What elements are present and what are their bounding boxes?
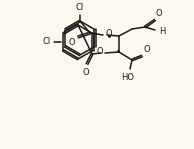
Text: O: O: [105, 30, 112, 38]
Text: O: O: [96, 48, 103, 56]
Text: Cl: Cl: [43, 38, 51, 46]
Text: O: O: [68, 38, 75, 47]
Text: O: O: [83, 68, 89, 77]
Text: HO: HO: [121, 73, 134, 82]
Text: O: O: [156, 9, 163, 18]
Text: O: O: [143, 45, 150, 54]
Text: H: H: [159, 27, 165, 35]
Text: Cl: Cl: [76, 3, 84, 12]
